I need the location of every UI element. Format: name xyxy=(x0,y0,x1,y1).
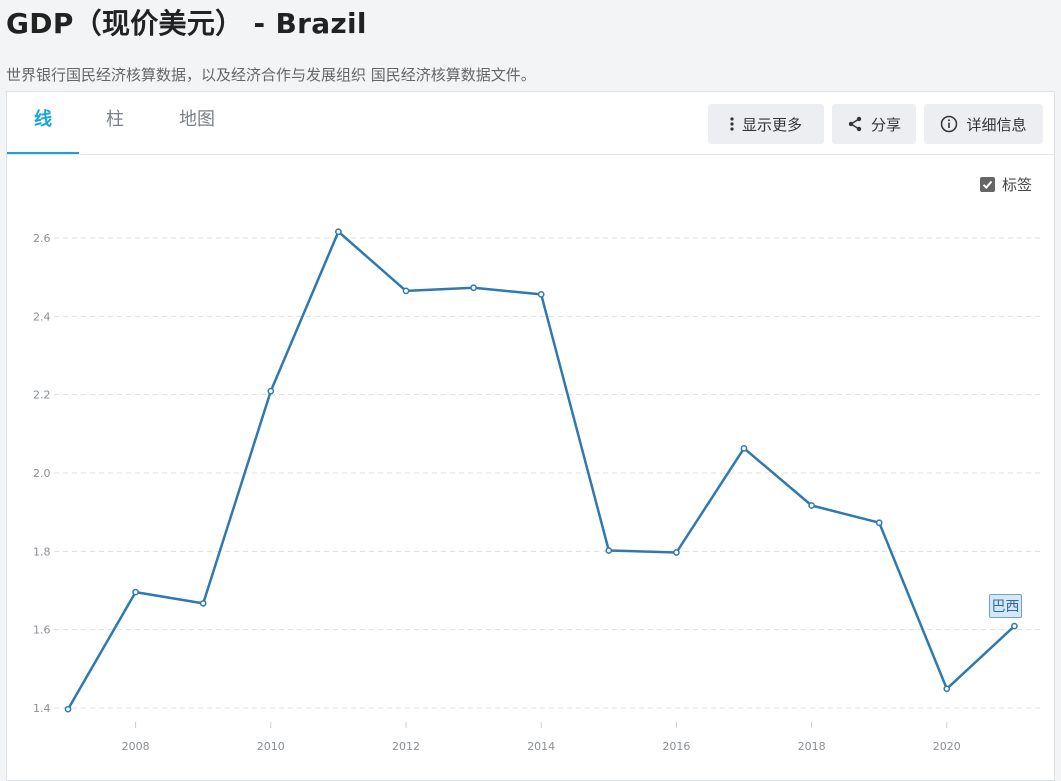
data-point xyxy=(537,291,545,298)
x-tick-label: 2018 xyxy=(798,740,826,753)
data-point xyxy=(199,600,207,607)
data-point xyxy=(875,519,883,527)
labels-checkbox[interactable] xyxy=(980,177,995,192)
data-point xyxy=(808,502,815,509)
data-point xyxy=(335,228,342,236)
show-more-label: 显示更多 xyxy=(741,115,802,134)
y-tick-label: 2.4 xyxy=(33,310,51,323)
vertical-dots-icon xyxy=(730,117,734,131)
data-point xyxy=(64,705,72,713)
show-more-button[interactable]: 显示更多 xyxy=(708,104,824,144)
share-icon xyxy=(847,116,863,132)
details-button[interactable]: 详细信息 xyxy=(924,104,1043,144)
y-tick-label: 2.6 xyxy=(33,232,51,245)
x-tick-label: 2008 xyxy=(122,740,150,753)
labels-toggle-label: 标签 xyxy=(1002,176,1033,194)
data-point xyxy=(132,588,139,596)
page-title: GDP（现价美元） - Brazil xyxy=(6,7,367,40)
y-tick-label: 2.2 xyxy=(33,389,51,402)
data-point xyxy=(943,685,951,693)
tab-line[interactable]: 线 xyxy=(7,92,79,154)
share-label: 分享 xyxy=(870,115,901,134)
data-point xyxy=(1011,622,1018,630)
x-tick-label: 2010 xyxy=(257,740,285,753)
y-tick-label: 2.0 xyxy=(33,467,51,480)
tab-bar: 线 柱 地图 显示更多 分享 详细信息 xyxy=(7,92,1054,155)
y-tick-label: 1.8 xyxy=(33,545,51,558)
data-point xyxy=(673,549,680,556)
y-tick-label: 1.6 xyxy=(33,624,51,637)
data-point xyxy=(605,547,613,554)
data-point xyxy=(470,284,477,292)
tab-map[interactable]: 地图 xyxy=(179,109,215,130)
y-tick-label: 1.4 xyxy=(33,702,51,715)
x-tick-label: 2020 xyxy=(933,740,961,753)
page-subtitle: 世界银行国民经济核算数据，以及经济合作与发展组织 国民经济核算数据文件。 xyxy=(6,66,536,84)
details-label: 详细信息 xyxy=(966,115,1027,134)
data-point xyxy=(402,287,410,295)
share-button[interactable]: 分享 xyxy=(832,104,916,144)
info-icon xyxy=(940,115,958,133)
data-point xyxy=(267,387,275,395)
x-tick-label: 2012 xyxy=(392,740,420,753)
x-tick-label: 2016 xyxy=(662,740,690,753)
series-line xyxy=(66,230,1016,710)
x-tick-label: 2014 xyxy=(527,740,555,753)
labels-toggle[interactable]: 标签 xyxy=(980,174,1032,195)
tab-bar-chart[interactable]: 柱 xyxy=(106,109,124,130)
series-label-tag: 巴西 xyxy=(989,594,1022,618)
data-point xyxy=(740,444,748,452)
chart-panel: 线 柱 地图 显示更多 分享 详细信息 标签 xyxy=(6,91,1055,781)
